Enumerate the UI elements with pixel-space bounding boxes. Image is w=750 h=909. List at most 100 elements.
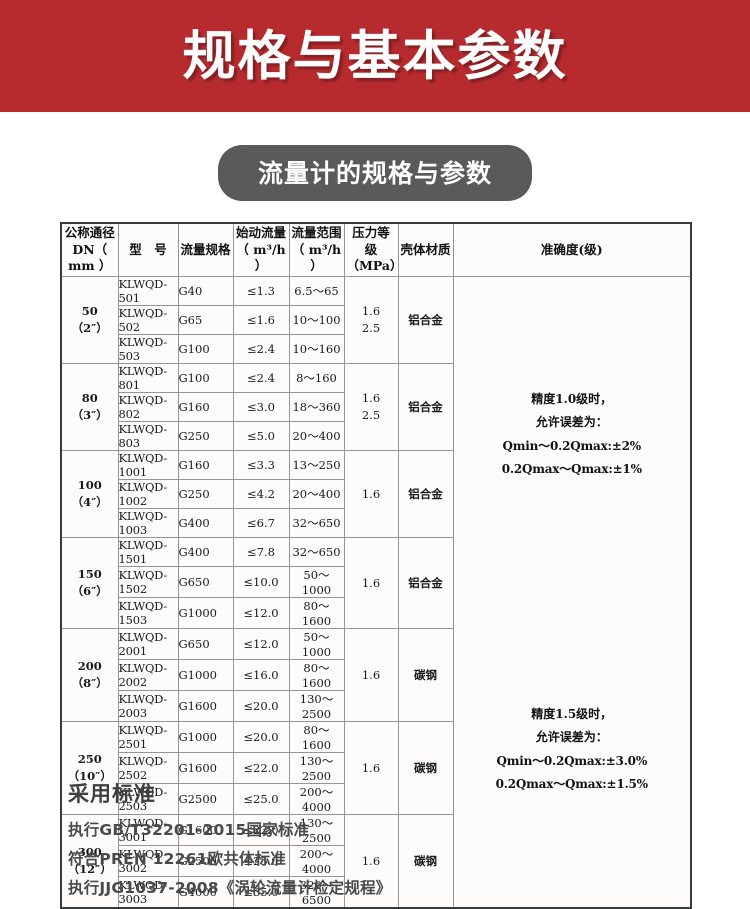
table-row: 80 （3″） KLWQD-801 G100 ≤2.4 8～160 1.6 2.5 铝合金 xyxy=(60,363,691,451)
cell-flow-spec: G40 xyxy=(177,276,234,306)
cell-model: KLWQD-801 xyxy=(117,363,179,393)
cell-flow-range: 10～100 xyxy=(288,305,345,335)
header-pressure-rating: 压力等级 （MPa） xyxy=(343,222,403,277)
cell-flow-range: 32～650 xyxy=(288,537,345,567)
cell-start-flow: ≤16.0 xyxy=(232,659,290,691)
cell-shell-material: 铝合金 xyxy=(397,363,454,451)
cell-pressure-rating: 1.6 2.5 xyxy=(343,276,399,364)
cell-start-flow: ≤3.0 xyxy=(232,392,290,422)
cell-flow-range: 20～400 xyxy=(288,479,345,509)
cell-shell-material: 碳钢 xyxy=(397,628,454,722)
cell-start-flow: ≤20.0 xyxy=(232,721,290,753)
cell-flow-range: 80～1600 xyxy=(288,721,345,753)
cell-model: KLWQD-2003 xyxy=(117,690,179,722)
cell-flow-range: 130～2500 xyxy=(288,814,345,846)
table-row: KLWQD-3002 G2500 ≤25.0 200～4000 xyxy=(61,845,691,877)
cell-start-flow: ≤1.3 xyxy=(232,276,290,306)
cell-flow-range: 13～250 xyxy=(288,450,345,480)
cell-shell-material: 铝合金 xyxy=(397,276,454,364)
cell-shell-material: 碳钢 xyxy=(397,721,454,815)
cell-start-flow: ≤6.7 xyxy=(232,508,290,538)
cell-start-flow: ≤3.3 xyxy=(232,450,290,480)
table-header-row: 公称通径 DN（ mm ） 型 号 流量规格 始动流量 （ m³/h ） 流量范… xyxy=(60,222,692,277)
cell-flow-spec: G250 xyxy=(177,479,234,509)
cell-model: KLWQD-1502 xyxy=(117,566,179,598)
table-row: KLWQD-503 G100 ≤2.4 10～160 xyxy=(61,334,691,364)
cell-model: KLWQD-2503 xyxy=(117,783,179,815)
cell-flow-spec: G65 xyxy=(177,305,234,335)
cell-model: KLWQD-1001 xyxy=(117,450,179,480)
standards-section: 采用标准 执行GB/T32201-2015国家标准 符合PREN 12261欧共… xyxy=(68,778,708,905)
cell-nominal-diameter: 150 （6″） xyxy=(60,537,119,629)
cell-flow-spec: G100 xyxy=(177,363,234,393)
cell-pressure-rating: 1.6 2.5 xyxy=(343,363,399,451)
table-row: 200 （8″） KLWQD-2001 G650 ≤12.0 50～1000 1.6 碳钢 xyxy=(60,628,691,722)
cell-nominal-diameter: 80 （3″） xyxy=(60,363,119,451)
cell-start-flow: ≤2.4 xyxy=(232,363,290,393)
cell-flow-spec: G250 xyxy=(177,421,234,451)
section-title-pill: 流量计的规格与参数 xyxy=(217,145,532,201)
cell-model: KLWQD-2001 xyxy=(117,628,179,660)
header-start-flow: 始动流量 （ m³/h ） xyxy=(232,222,290,277)
cell-nominal-diameter: 50 （2″） xyxy=(60,276,119,364)
cell-model: KLWQD-1503 xyxy=(117,597,179,629)
cell-shell-material: 铝合金 xyxy=(397,537,454,629)
cell-start-flow: ≤2.4 xyxy=(232,334,290,364)
cell-model: KLWQD-2501 xyxy=(117,721,179,753)
cell-pressure-rating: 1.6 xyxy=(343,721,399,815)
cell-flow-range: 32～650 xyxy=(288,508,345,538)
cell-model: KLWQD-803 xyxy=(117,421,179,451)
page-title: 规格与基本参数 xyxy=(182,25,568,87)
cell-flow-spec: G400 xyxy=(177,508,234,538)
cell-flow-range: 6.5～65 xyxy=(288,276,345,306)
table-row: KLWQD-802 G160 ≤3.0 18～360 xyxy=(61,392,691,422)
cell-pressure-rating: 1.6 xyxy=(343,537,399,629)
cell-start-flow: ≤25.0 xyxy=(232,845,290,877)
cell-pressure-rating: 1.6 xyxy=(343,628,399,722)
table-row: KLWQD-502 G65 ≤1.6 10～100 xyxy=(61,305,691,335)
cell-start-flow: ≤5.0 xyxy=(232,421,290,451)
accuracy-block-1-5: 精度1.5级时， 允许误差为： Qmin～0.2Qmax:±3.0% 0.2Qmax～… xyxy=(495,706,648,791)
cell-flow-spec: G1000 xyxy=(177,597,234,629)
cell-start-flow: ≤12.0 xyxy=(232,597,290,629)
cell-nominal-diameter: 200 （8″） xyxy=(60,628,119,722)
cell-flow-spec: G650 xyxy=(177,566,234,598)
cell-start-flow: ≤10.0 xyxy=(232,566,290,598)
cell-flow-range: 20～400 xyxy=(288,421,345,451)
standard-line-3: 执行JJG1037-2008《涡轮流量计检定规程》 xyxy=(68,879,392,897)
cell-start-flow: ≤12.0 xyxy=(232,628,290,660)
standards-heading: 采用标准 xyxy=(68,782,156,806)
header-flow-range: 流量范围 （ m³/h ） xyxy=(288,222,345,277)
cell-flow-spec: G650 xyxy=(177,628,234,660)
cell-start-flow: ≤22.0 xyxy=(232,752,290,784)
cell-model: KLWQD-501 xyxy=(117,276,179,306)
cell-start-flow: ≤20.0 xyxy=(232,690,290,722)
table-row: KLWQD-1503 G1000 ≤12.0 80～1600 xyxy=(61,597,691,629)
cell-accuracy-grade: 精度1.0级时， 允许误差为： Qmin～0.2Qmax:±2% 0.2Qmax～Qm… xyxy=(452,276,692,909)
table-row: 100 （4″） KLWQD-1001 G160 ≤3.3 13～250 1.6 铝合金 xyxy=(60,450,691,538)
accuracy-block-1-0: 精度1.0级时， 允许误差为： Qmin～0.2Qmax:±2% 0.2Qmax～Qm… xyxy=(501,391,642,476)
cell-start-flow: ≤1.6 xyxy=(232,305,290,335)
cell-start-flow: ≤7.8 xyxy=(232,537,290,567)
cell-flow-range: 8～160 xyxy=(288,363,345,393)
table-row: KLWQD-1502 G650 ≤10.0 50～1000 xyxy=(61,566,691,598)
table-row: 150 （6″） KLWQD-1501 G400 ≤7.8 32～650 1.6 铝合金 xyxy=(60,537,691,629)
header-shell-material: 壳体材质 xyxy=(397,222,454,277)
table-row: 50 （2″） KLWQD-501 G40 ≤1.3 6.5～65 1.6 2.5 铝合金 精度1… xyxy=(60,276,692,909)
spec-table-wrapper: 公称通径 DN（ mm ） 型 号 流量规格 始动流量 （ m³/h ） 流量范… xyxy=(60,222,692,909)
cell-flow-spec: G1000 xyxy=(177,659,234,691)
header-accuracy-grade: 准确度(级) xyxy=(452,222,692,277)
cell-flow-range: 80～1600 xyxy=(288,597,345,629)
specifications-table: 公称通径 DN（ mm ） 型 号 流量规格 始动流量 （ m³/h ） 流量范… xyxy=(60,222,692,909)
cell-flow-spec: G1600 xyxy=(177,814,234,846)
cell-model: KLWQD-502 xyxy=(117,305,179,335)
table-row: KLWQD-2003 G1600 ≤20.0 130～2500 xyxy=(61,690,691,722)
cell-flow-spec: G160 xyxy=(177,450,234,480)
cell-flow-range: 50～1000 xyxy=(288,566,345,598)
cell-flow-spec: G100 xyxy=(177,334,234,364)
cell-nominal-diameter: 100 （4″） xyxy=(60,450,119,538)
table-row: 250 （10″） KLWQD-2501 G1000 ≤20.0 80～1600 1.6 碳钢 xyxy=(60,721,691,815)
cell-model: KLWQD-802 xyxy=(117,392,179,422)
cell-model: KLWQD-2502 xyxy=(117,752,179,784)
cell-start-flow: ≤4.2 xyxy=(232,479,290,509)
